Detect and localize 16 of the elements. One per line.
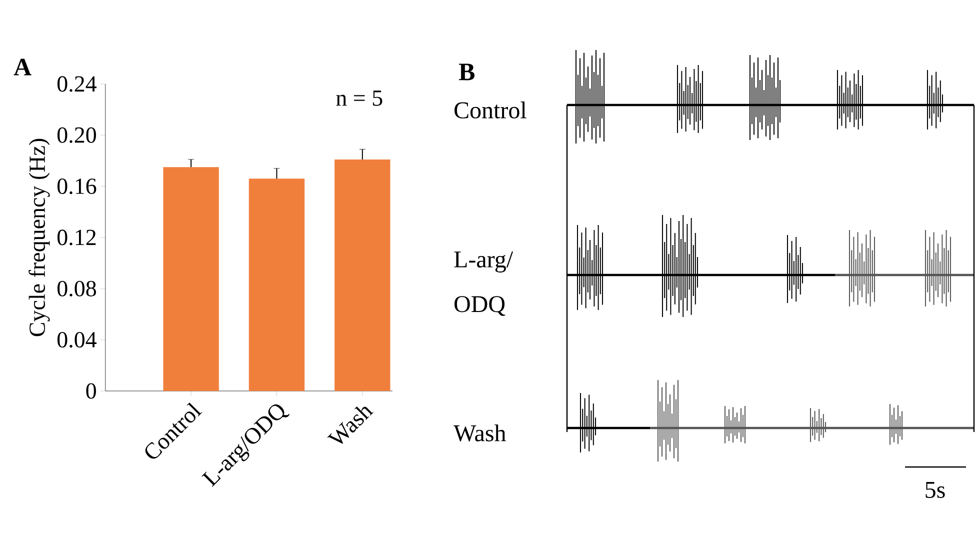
annotation: n = 5 (336, 90, 382, 106)
y-tick-label: 0.20 (57, 127, 96, 143)
y-tick-label: 0.08 (57, 280, 96, 296)
y-tick-label: 0.12 (57, 230, 96, 246)
text: ODQ (454, 296, 506, 316)
text: B (458, 64, 475, 80)
x-tick-label: Wash (327, 406, 374, 444)
y-axis-title: Cycle frequency (Hz) (28, 138, 50, 336)
chart-title: A (14, 58, 32, 76)
text: Control (454, 102, 526, 118)
y-tick-label: 0 (86, 383, 96, 399)
y-tick-label: 0.16 (57, 178, 96, 194)
y-tick-label: 0.04 (57, 332, 97, 348)
text: 5s (926, 482, 945, 498)
y-tick-label: 0.24 (57, 76, 97, 92)
text: L-arg/ (454, 251, 514, 272)
